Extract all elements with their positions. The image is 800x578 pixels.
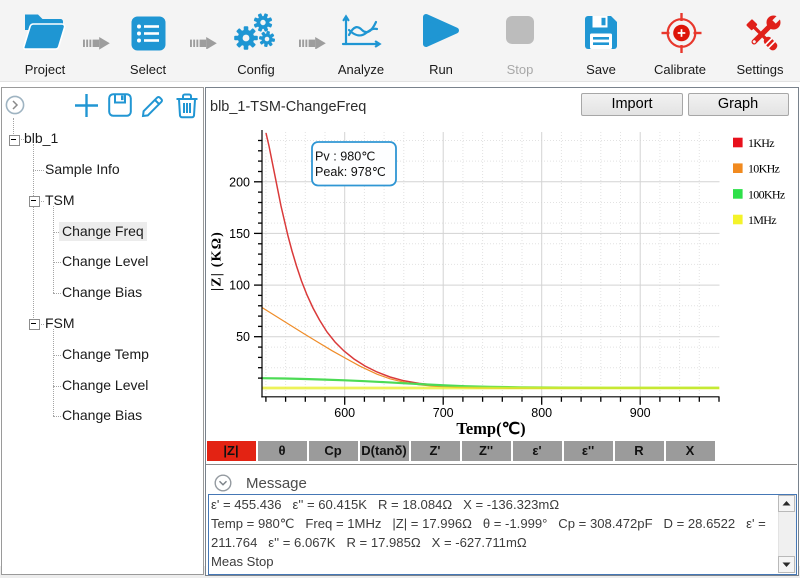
svg-text:150: 150 (229, 227, 250, 241)
svg-text:50: 50 (236, 330, 250, 344)
svg-text:200: 200 (229, 175, 250, 189)
svg-text:100: 100 (229, 279, 250, 293)
svg-text:1MHz: 1MHz (748, 213, 776, 227)
svg-text:900: 900 (630, 406, 651, 420)
svg-text:700: 700 (433, 406, 454, 420)
svg-text:1KHz: 1KHz (748, 136, 774, 150)
svg-text:100KHz: 100KHz (748, 187, 785, 201)
svg-text:Pv : 980℃: Pv : 980℃ (315, 150, 375, 164)
svg-text:600: 600 (334, 406, 355, 420)
svg-text:|Z| (KΩ): |Z| (KΩ) (210, 231, 225, 291)
svg-text:10KHz: 10KHz (748, 162, 780, 176)
svg-text:Temp(℃): Temp(℃) (456, 419, 525, 437)
svg-text:800: 800 (531, 406, 552, 420)
svg-text:Peak: 978℃: Peak: 978℃ (315, 165, 386, 179)
